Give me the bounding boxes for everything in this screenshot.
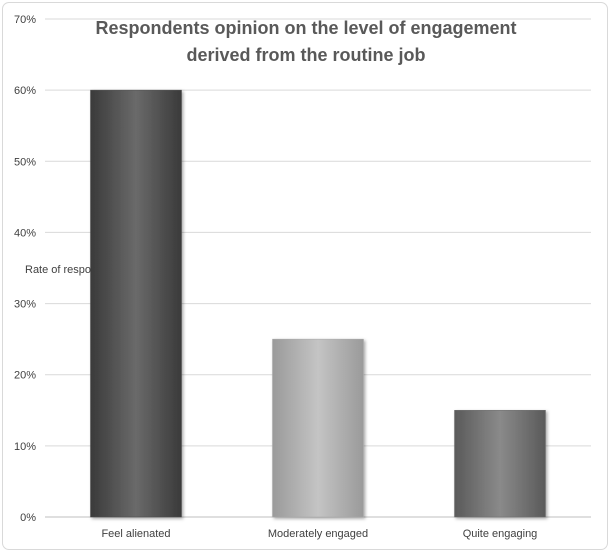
x-category-label: Quite engaging [463,528,538,540]
y-tick-label: 60% [14,85,36,97]
y-tick-label: 50% [14,156,36,168]
y-tick-label: 0% [20,512,36,524]
bar-feel-alienated [90,89,182,518]
y-tick-label: 70% [14,14,36,26]
y-tick-label: 30% [14,299,36,311]
y-axis-ticks: 0% 10% 20% 30% 40% 50% 60% 70% [14,14,36,524]
chart-title-line-1: Respondents opinion on the level of enga… [95,18,516,38]
x-category-label: Feel alienated [101,528,170,540]
y-tick-label: 20% [14,370,36,382]
x-axis-categories: Feel alienated Moderately engaged Quite en… [101,528,537,540]
y-tick-label: 40% [14,227,36,239]
y-tick-label: 10% [14,441,36,453]
chart-title-line-2: derived from the routine job [186,45,425,65]
x-category-label: Moderately engaged [268,528,368,540]
bar-quite-engaging [454,410,546,518]
y-axis-label: Rate of respo [25,264,91,276]
bars [90,89,546,518]
bar-moderately-engaged [272,338,364,518]
